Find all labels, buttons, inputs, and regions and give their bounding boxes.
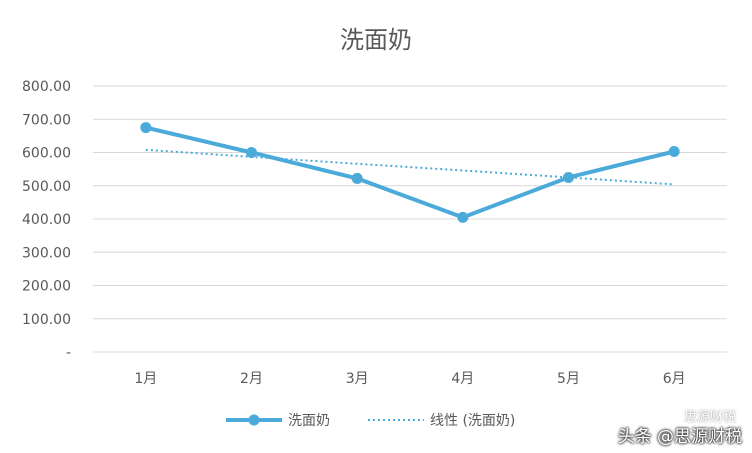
x-tick-label: 6月 <box>663 371 686 387</box>
x-tick-label: 1月 <box>134 371 157 387</box>
y-tick-label: 100.00 <box>22 312 71 328</box>
watermark: 头条 @思源财税 <box>617 427 742 447</box>
data-point <box>668 146 680 158</box>
data-point <box>351 172 363 184</box>
y-tick-label: - <box>66 345 71 361</box>
legend-label: 线性 (洗面奶) <box>430 413 515 429</box>
chart-title: 洗面奶 <box>340 26 412 54</box>
y-tick-label: 800.00 <box>22 79 71 95</box>
x-axis-tick-labels: 1月 2月 3月 4月 5月 6月 <box>134 371 685 387</box>
data-point <box>140 122 152 134</box>
data-point <box>246 147 257 158</box>
y-tick-label: 400.00 <box>22 212 71 228</box>
y-tick-label: 300.00 <box>22 245 71 261</box>
gridlines <box>93 85 727 353</box>
data-point <box>563 171 574 183</box>
y-tick-label: 200.00 <box>22 279 71 295</box>
x-tick-label: 5月 <box>557 371 580 387</box>
trendline <box>145 148 675 186</box>
x-tick-label: 4月 <box>451 371 474 387</box>
y-tick-label: 500.00 <box>22 179 71 195</box>
legend-label: 洗面奶 <box>288 413 330 429</box>
y-tick-label: 700.00 <box>22 112 71 128</box>
watermark-overlay: 思源财税 <box>683 410 736 425</box>
x-tick-label: 3月 <box>346 371 369 387</box>
y-axis-tick-labels: - 100.00 200.00 300.00 400.00 500.00 600.00 700… <box>22 79 71 361</box>
y-tick-label: 600.00 <box>22 146 71 162</box>
legend-swatch-marker <box>248 414 260 426</box>
series-line <box>145 125 675 220</box>
legend: 洗面奶 线性 (洗面奶) <box>226 413 515 429</box>
data-point <box>457 211 469 223</box>
series-layer <box>140 122 680 223</box>
x-tick-label: 2月 <box>240 371 263 387</box>
